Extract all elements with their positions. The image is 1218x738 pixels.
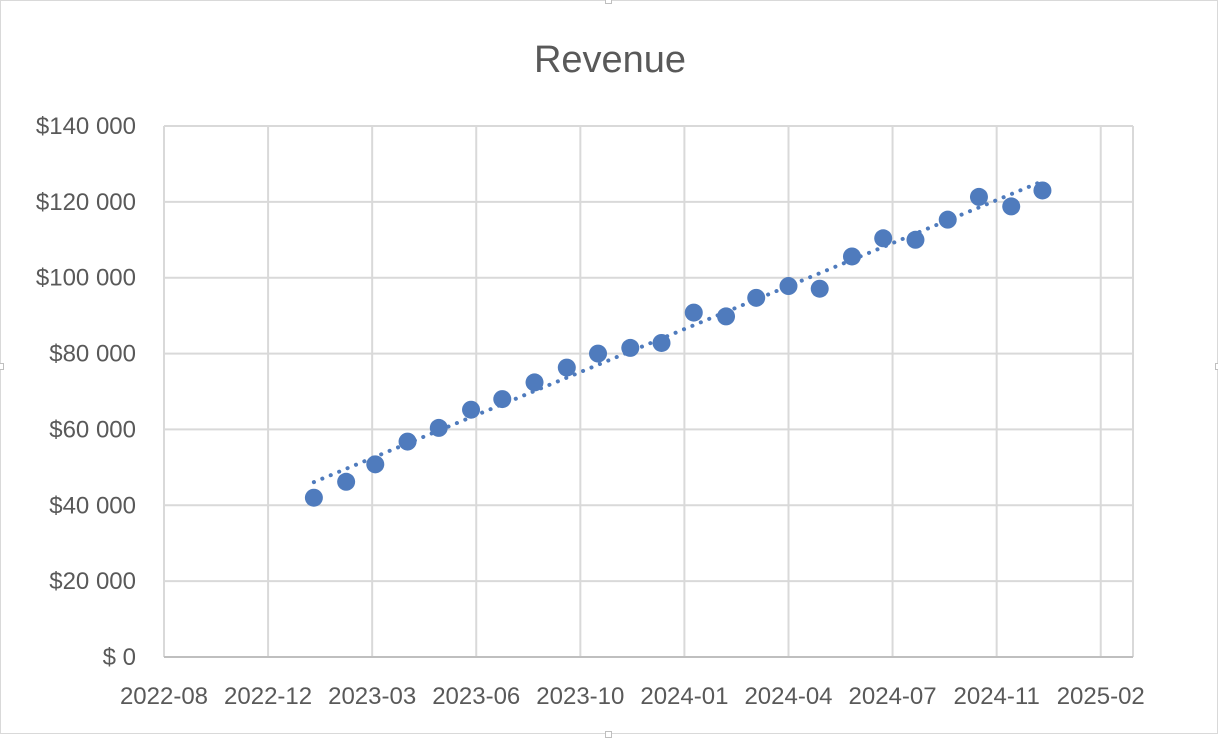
gridlines (163, 125, 1134, 657)
data-point[interactable] (589, 344, 608, 363)
data-point[interactable] (969, 187, 988, 206)
trendline-group (311, 179, 1045, 485)
data-point[interactable] (747, 288, 766, 307)
data-point[interactable] (493, 390, 512, 409)
x-tick-label: 2022-08 (120, 683, 208, 710)
data-point[interactable] (429, 418, 448, 437)
data-point[interactable] (621, 338, 640, 357)
data-point[interactable] (810, 279, 829, 298)
data-point[interactable] (684, 303, 703, 322)
y-tick-label: $140 000 (36, 113, 136, 140)
y-tick-label: $120 000 (36, 189, 136, 216)
y-tick-label: $100 000 (36, 265, 136, 292)
data-point[interactable] (337, 472, 356, 491)
y-tick-label: $60 000 (49, 416, 136, 443)
data-point[interactable] (1002, 197, 1021, 216)
data-point[interactable] (462, 400, 481, 419)
data-point[interactable] (906, 230, 925, 249)
y-tick-label: $80 000 (49, 341, 136, 368)
data-point[interactable] (779, 277, 798, 296)
data-point[interactable] (557, 358, 576, 377)
data-point[interactable] (938, 210, 957, 229)
x-tick-label: 2022-12 (224, 683, 312, 710)
resize-handle-left[interactable] (0, 363, 4, 370)
data-point[interactable] (398, 432, 417, 451)
data-point[interactable] (366, 455, 385, 474)
y-tick-label: $ 0 (103, 644, 136, 671)
x-tick-label: 2024-11 (954, 683, 1040, 710)
data-point[interactable] (874, 229, 893, 248)
chart-title[interactable]: Revenue (534, 39, 686, 81)
data-point[interactable] (652, 333, 671, 352)
data-point[interactable] (1033, 181, 1052, 200)
x-tick-label: 2024-07 (849, 683, 937, 710)
x-tick-label: 2023-06 (432, 683, 520, 710)
data-points (304, 181, 1052, 507)
x-tick-label: 2023-03 (328, 683, 416, 710)
x-axis-tick-labels: 2022-08 2022-12 2023-03 2023-06 2023-10 2024-… (120, 683, 1145, 710)
y-tick-label: $40 000 (49, 492, 136, 519)
x-tick-label: 2025-02 (1057, 683, 1145, 710)
data-point[interactable] (525, 373, 544, 392)
data-point[interactable] (717, 307, 736, 326)
x-tick-label: 2023-10 (536, 683, 624, 710)
trendline[interactable] (311, 179, 1045, 485)
data-point[interactable] (842, 247, 861, 266)
resize-handle-right[interactable] (1215, 363, 1218, 370)
y-axis-tick-labels: $ 0 $20 000 $40 000 $60 000 $80 000 $100 000 $… (36, 113, 136, 671)
x-tick-label: 2024-04 (744, 683, 832, 710)
x-tick-label: 2024-01 (640, 683, 728, 710)
resize-handle-top[interactable] (605, 0, 612, 4)
data-point[interactable] (304, 488, 323, 507)
y-tick-label: $20 000 (49, 568, 136, 595)
